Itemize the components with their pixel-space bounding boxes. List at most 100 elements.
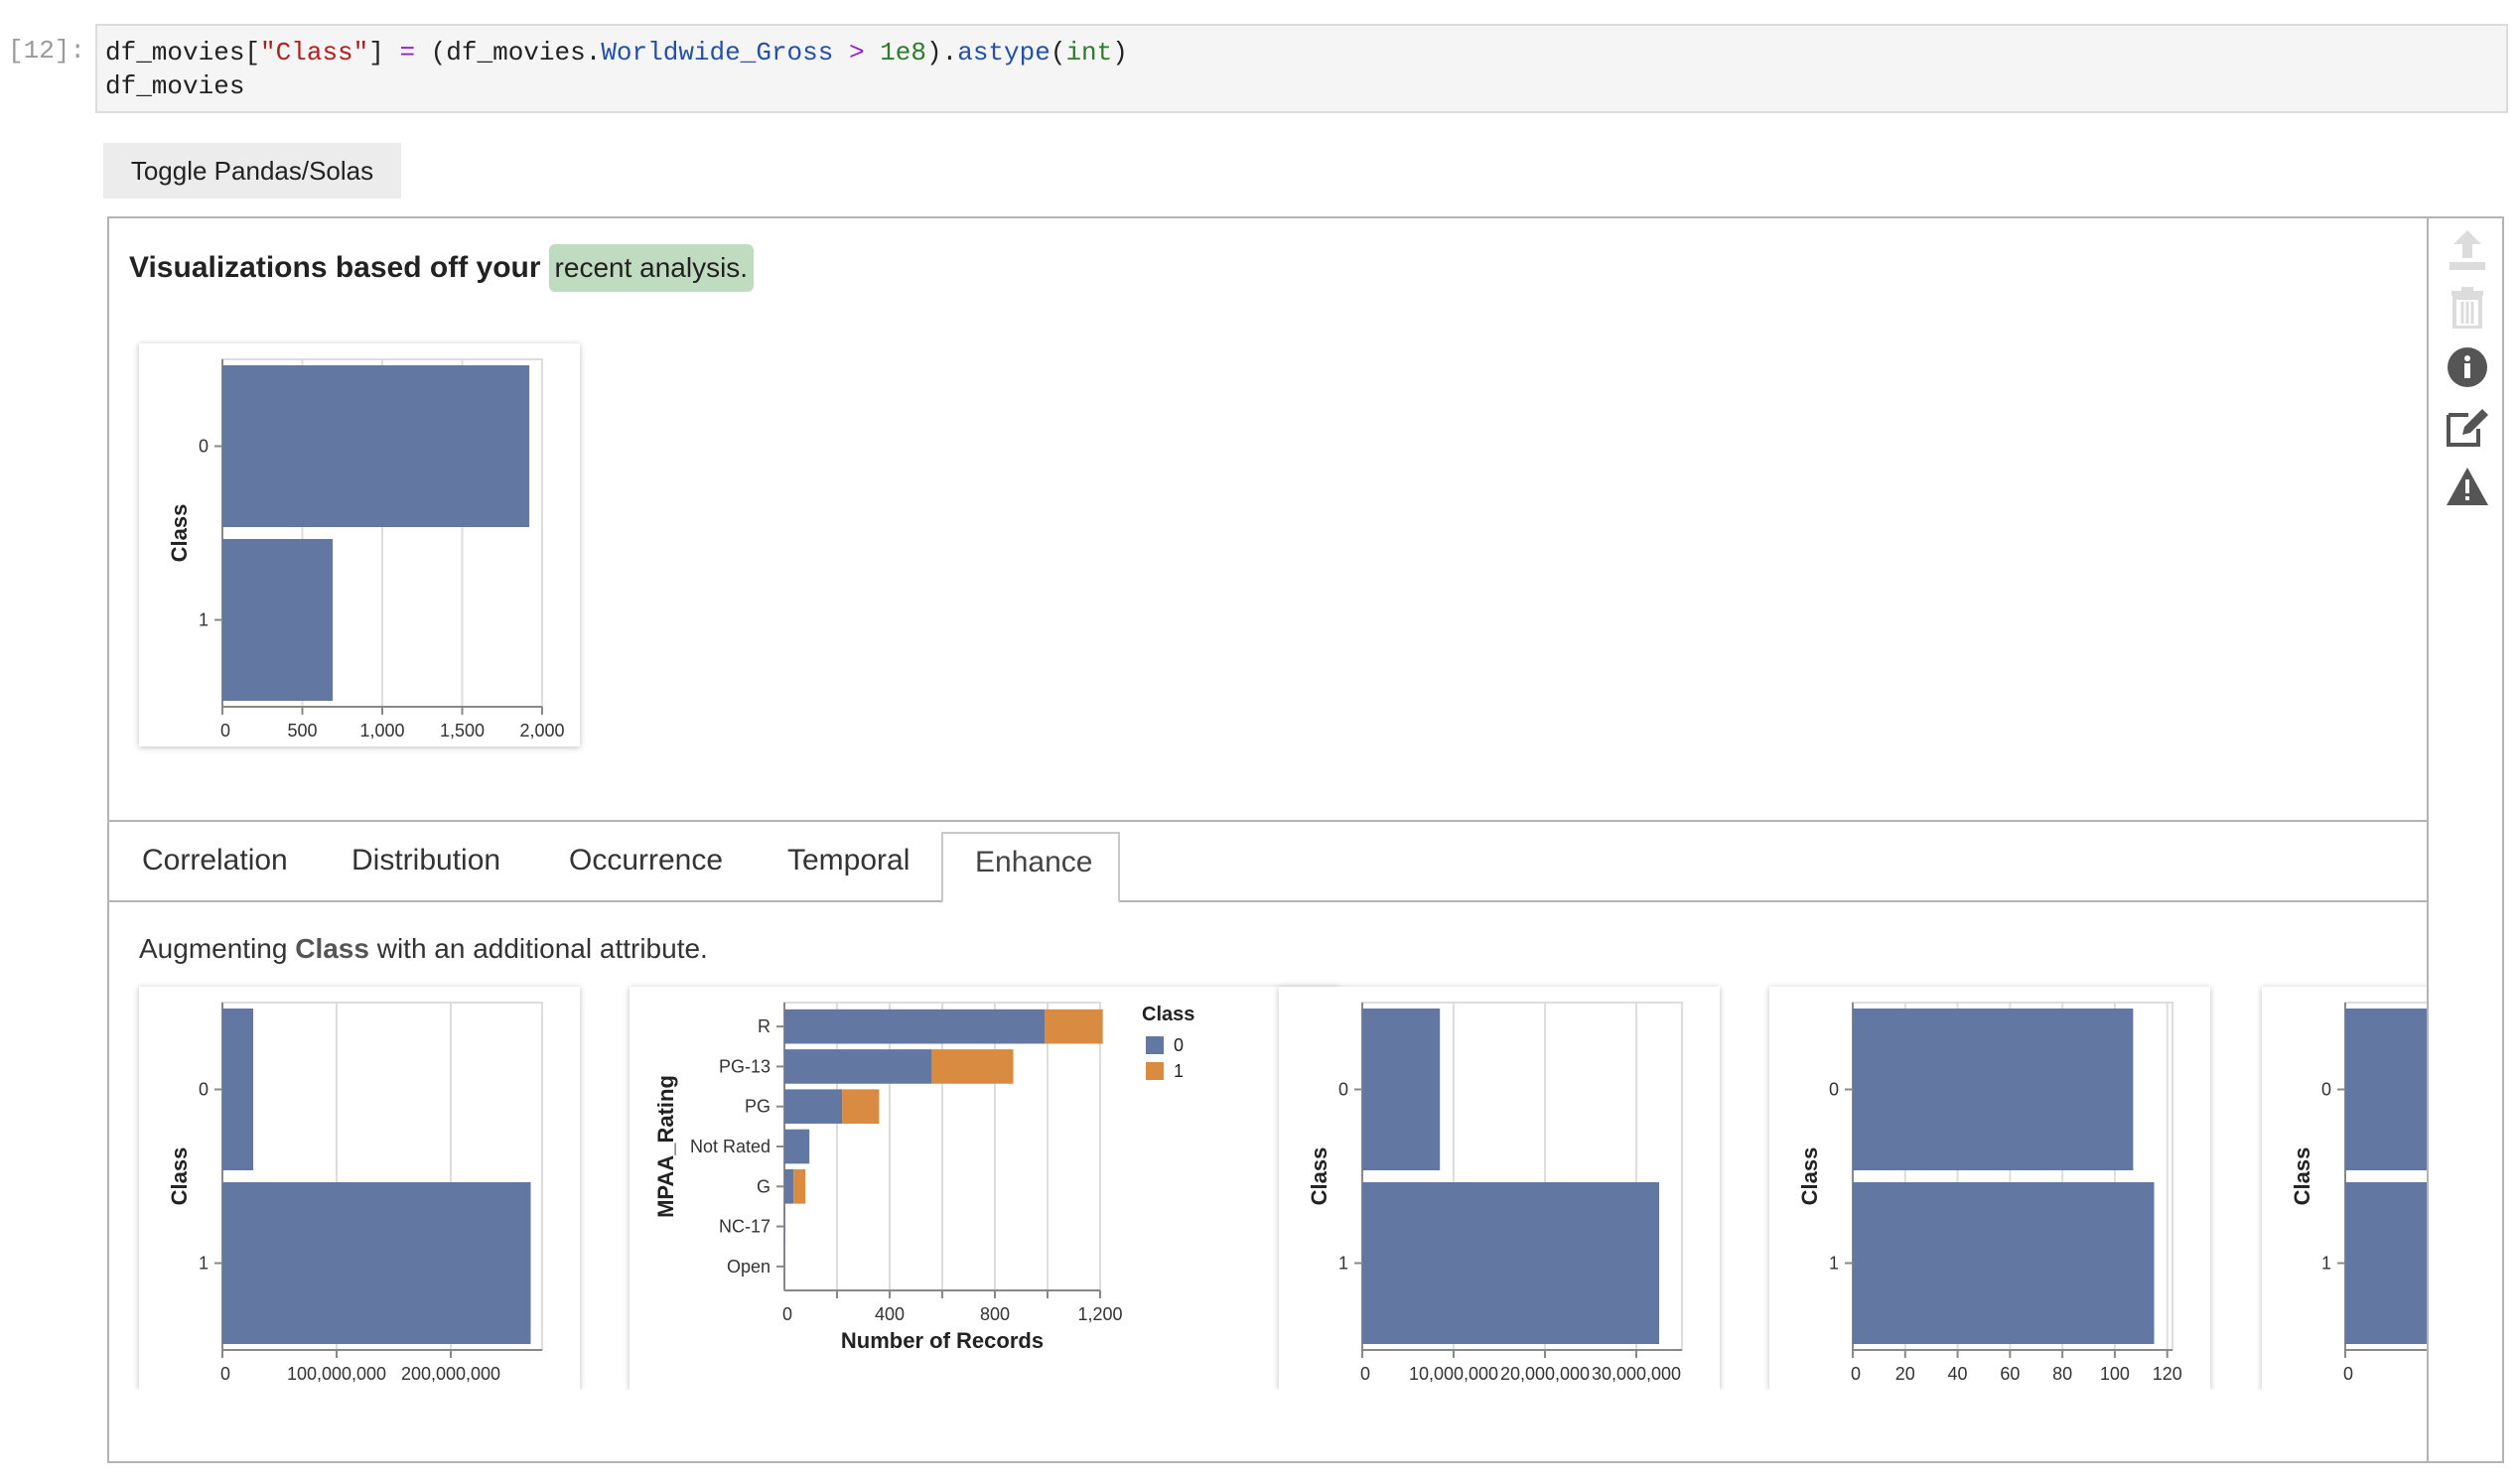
y-tick-label: 1 bbox=[1829, 1254, 1839, 1274]
augment-pre: Augmenting bbox=[139, 933, 288, 964]
y-axis-title: Class bbox=[167, 504, 192, 563]
augment-attribute: Class bbox=[295, 933, 369, 964]
partial-chart: 001Mean cClass bbox=[2290, 1002, 2427, 1384]
code-token bbox=[833, 38, 849, 67]
code-token: df_movies[ bbox=[105, 38, 261, 67]
x-tick-label: 1,200 bbox=[1077, 1304, 1122, 1324]
x-tick-label: 2,000 bbox=[519, 721, 564, 741]
y-tick-label: 1 bbox=[199, 1254, 209, 1274]
y-axis-title: Class bbox=[1797, 1147, 1822, 1206]
bar-nc-17-class-0 bbox=[784, 1209, 785, 1244]
x-tick-label: 500 bbox=[287, 721, 317, 741]
x-tick-label: 20,000,000 bbox=[1500, 1364, 1590, 1384]
title-prefix: Visualizations based off your bbox=[129, 251, 541, 284]
y-tick-label: PG-13 bbox=[719, 1056, 770, 1076]
toggle-pandas-button[interactable]: Toggle Pandas/Solas bbox=[103, 143, 401, 199]
widget-sidebar bbox=[2427, 218, 2506, 1461]
visualizations-title: Visualizations based off your recent anal… bbox=[129, 244, 755, 292]
rating-chart-card[interactable]: 0 400 800 1,200 R PG-13 PG Not Rated G NC-17 Open N… bbox=[630, 987, 1338, 1390]
x-tick-label: 0 bbox=[1851, 1364, 1861, 1384]
code-token: ] bbox=[368, 38, 400, 67]
y-tick-label: G bbox=[757, 1176, 770, 1196]
code-token: 1e8 bbox=[880, 38, 926, 67]
code-token: ( bbox=[1050, 38, 1066, 67]
x-tick-label: 0 bbox=[1360, 1364, 1370, 1384]
code-line-1: df_movies["Class"] = (df_movies.Worldwid… bbox=[105, 38, 1128, 67]
bar-class-1 bbox=[1362, 1182, 1659, 1344]
bar-class-1 bbox=[222, 539, 334, 701]
x-tick-label: 120 bbox=[2153, 1364, 2182, 1384]
cell-prompt: [12]: bbox=[8, 36, 86, 66]
y-tick-label: 0 bbox=[199, 1080, 209, 1100]
y-tick-label: Not Rated bbox=[690, 1137, 770, 1156]
bar-class-0 bbox=[1853, 1009, 2134, 1170]
legend-title: Class bbox=[1142, 1004, 1194, 1025]
x-tick-label: 0 bbox=[2343, 1364, 2353, 1384]
x-tick-label: 30,000,000 bbox=[1592, 1364, 1681, 1384]
legend-label-1: 1 bbox=[1174, 1061, 1184, 1081]
runtime-chart: 02040608010012001Mean of Running_Time_mi… bbox=[1797, 1002, 2182, 1384]
tab-temporal[interactable]: Temporal bbox=[787, 844, 910, 876]
legend-swatch-1 bbox=[1146, 1062, 1164, 1080]
augment-post: with an additional attribute. bbox=[376, 933, 708, 964]
tab-enhance[interactable]: Enhance bbox=[941, 832, 1120, 903]
x-tick-label: 80 bbox=[2052, 1364, 2072, 1384]
x-tick-label: 200,000,000 bbox=[401, 1364, 500, 1384]
x-tick-label: 0 bbox=[220, 1364, 230, 1384]
augment-description: Augmenting Class with an additional attr… bbox=[139, 933, 708, 965]
code-token: (df_movies. bbox=[415, 38, 602, 67]
code-line-2: df_movies bbox=[105, 71, 245, 101]
code-cell[interactable]: df_movies["Class"] = (df_movies.Worldwid… bbox=[95, 24, 2508, 113]
tab-occurrence[interactable]: Occurrence bbox=[569, 844, 724, 876]
tab-label: Enhance bbox=[975, 846, 1093, 878]
y-tick-label: 0 bbox=[2321, 1080, 2331, 1100]
x-tick-label: 20 bbox=[1895, 1364, 1915, 1384]
y-tick-label: 1 bbox=[199, 610, 209, 630]
x-tick-label: 1,000 bbox=[359, 721, 404, 741]
y-tick-label: 0 bbox=[199, 437, 209, 457]
x-tick-label: 100,000,000 bbox=[287, 1364, 386, 1384]
x-axis-title: Number of Records bbox=[841, 1328, 1044, 1353]
runtime-chart-card[interactable]: 02040608010012001Mean of Running_Time_mi… bbox=[1769, 987, 2210, 1390]
bar-class-0 bbox=[222, 1009, 254, 1170]
y-axis-title: Class bbox=[1307, 1147, 1331, 1206]
legend-swatch-0 bbox=[1146, 1036, 1164, 1054]
bar-not-rated-class-0 bbox=[784, 1129, 810, 1164]
upload-icon[interactable] bbox=[2444, 226, 2491, 274]
y-tick-label: NC-17 bbox=[719, 1217, 770, 1237]
info-icon[interactable] bbox=[2444, 343, 2491, 391]
x-tick-label: 800 bbox=[980, 1304, 1010, 1324]
code-token: int bbox=[1065, 38, 1113, 67]
x-tick-label: 40 bbox=[1948, 1364, 1968, 1384]
x-tick-label: 400 bbox=[875, 1304, 905, 1324]
tab-correlation[interactable]: Correlation bbox=[142, 844, 288, 876]
warning-icon[interactable] bbox=[2444, 463, 2491, 510]
y-tick-label: 1 bbox=[2321, 1254, 2331, 1274]
tab-distribution[interactable]: Distribution bbox=[351, 844, 501, 876]
code-token: Worldwide_Gross bbox=[601, 38, 834, 67]
trash-icon[interactable] bbox=[2444, 284, 2491, 332]
bar-pg-class-1 bbox=[842, 1089, 880, 1125]
y-tick-label: PG bbox=[745, 1097, 770, 1117]
code-token bbox=[865, 38, 881, 67]
bar-pg-13-class-0 bbox=[784, 1049, 932, 1084]
bar-pg-13-class-1 bbox=[931, 1049, 1014, 1084]
legend-label-0: 0 bbox=[1174, 1035, 1184, 1055]
code-token: ) bbox=[1112, 38, 1128, 67]
partial-chart-card[interactable]: 001Mean cClass bbox=[2262, 987, 2427, 1390]
bar-r-class-1 bbox=[1045, 1009, 1103, 1044]
x-tick-label: 1,500 bbox=[440, 721, 485, 741]
bar-g-class-1 bbox=[793, 1168, 806, 1204]
recent-analysis-pill: recent analysis. bbox=[548, 244, 755, 292]
bar-class-0 bbox=[2345, 1009, 2427, 1170]
edit-icon[interactable] bbox=[2444, 403, 2491, 451]
y-axis-title: MPAA_Rating bbox=[653, 1075, 678, 1218]
x-tick-label: 60 bbox=[2000, 1364, 2020, 1384]
code-token: astype bbox=[957, 38, 1050, 67]
code-token: ). bbox=[926, 38, 958, 67]
